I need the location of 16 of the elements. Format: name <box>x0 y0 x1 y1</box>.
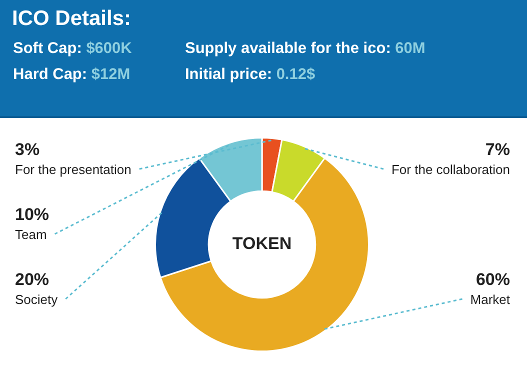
slice-label: For the presentation <box>15 162 132 177</box>
data-label: 20% <box>15 270 50 289</box>
text: Soft Cap: $600K <box>13 40 132 57</box>
slice-label: For the collaboration <box>391 162 510 177</box>
text: ICO Details: <box>12 7 132 31</box>
data-label: 3% <box>15 140 40 159</box>
data-label: 7% <box>485 140 510 159</box>
text: Supply available for the ico: 60M <box>185 40 426 57</box>
data-label: 10% <box>15 205 50 224</box>
slice-label: Market <box>470 292 510 307</box>
text: TOKEN <box>232 234 292 254</box>
text: Initial price: 0.12$ <box>185 66 316 83</box>
data-label: 60% <box>476 270 510 289</box>
slice-label: Society <box>15 292 58 307</box>
slice-label: Team <box>15 227 47 242</box>
text: Hard Cap: $12M <box>13 66 130 83</box>
